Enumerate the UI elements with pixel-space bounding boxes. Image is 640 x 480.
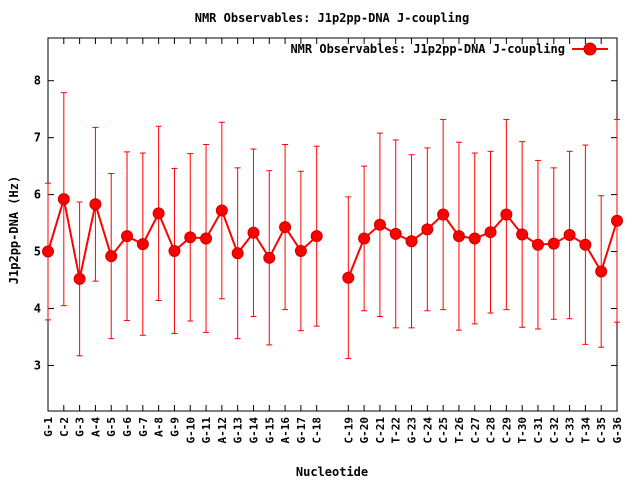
x-tick-label: G-13 [232, 417, 245, 444]
x-tick-label: T-30 [516, 417, 529, 444]
x-tick-label: G-11 [200, 417, 213, 444]
data-point [595, 265, 608, 278]
x-tick-label: A-4 [89, 417, 102, 437]
x-tick-label: C-32 [548, 417, 561, 444]
plot-frame [47, 37, 618, 412]
data-point [184, 231, 197, 244]
data-point [611, 214, 623, 227]
legend-label: NMR Observables: J1p2pp-DNA J-coupling [290, 42, 565, 56]
x-tick-label: C-18 [311, 417, 324, 444]
series-line [47, 198, 318, 280]
x-tick-label: G-10 [184, 417, 197, 444]
legend: NMR Observables: J1p2pp-DNA J-coupling [290, 42, 608, 56]
x-tick-label: G-20 [358, 417, 371, 444]
y-tick-label: 8 [34, 74, 41, 88]
data-point [215, 204, 228, 217]
data-point [168, 244, 181, 257]
x-tick-label: G-36 [611, 417, 624, 444]
data-point [57, 193, 70, 206]
data-point [531, 238, 544, 251]
data-point [73, 272, 86, 285]
x-tick-label: G-17 [295, 417, 308, 444]
chart-title: NMR Observables: J1p2pp-DNA J-coupling [195, 11, 470, 25]
x-tick-label: C-2 [58, 417, 71, 437]
data-point [263, 251, 276, 264]
y-tick-label: 6 [34, 188, 41, 202]
data-point [105, 250, 118, 263]
x-tick-label: C-25 [437, 417, 450, 444]
data-point [484, 226, 497, 239]
x-tick-label: G-1 [42, 417, 55, 437]
data-point [200, 232, 213, 245]
data-point [452, 230, 465, 243]
data-point [294, 244, 307, 257]
data-point [42, 245, 54, 258]
x-tick-label: A-8 [153, 417, 166, 437]
data-point [468, 232, 481, 245]
data-point [152, 207, 165, 220]
data-point [247, 226, 260, 239]
y-axis-label: J1p2pp-DNA (Hz) [7, 176, 21, 284]
data-point [358, 232, 371, 245]
x-tick-label: G-7 [137, 417, 150, 437]
y-tick-label: 7 [34, 131, 41, 145]
x-axis-label: Nucleotide [296, 465, 368, 479]
legend-marker-swatch [583, 42, 597, 56]
x-tick-label: C-28 [485, 417, 498, 444]
data-point [579, 238, 592, 251]
x-tick-label: C-19 [342, 417, 355, 444]
x-tick-label: G-9 [168, 417, 181, 437]
y-tick-label: 5 [34, 245, 41, 259]
x-tick-label: C-31 [532, 417, 545, 444]
data-point [516, 228, 529, 241]
x-tick-label: G-6 [121, 417, 134, 437]
data-point [89, 198, 102, 211]
x-tick-label: C-27 [469, 417, 482, 444]
data-point [437, 208, 450, 221]
data-point [136, 238, 149, 251]
data-point [310, 230, 323, 243]
data-point [231, 247, 244, 260]
data-point [373, 218, 386, 231]
series-line [347, 212, 618, 279]
x-tick-label: C-35 [595, 417, 608, 444]
data-point [405, 235, 418, 248]
x-tick-label: A-16 [279, 417, 292, 444]
data-point [342, 271, 355, 284]
data-point [121, 230, 134, 243]
data-point [547, 237, 560, 250]
x-tick-label: C-24 [421, 417, 434, 444]
x-tick-label: G-14 [247, 417, 260, 444]
data-point [389, 227, 402, 240]
x-tick-label: C-33 [564, 417, 577, 444]
data-point [563, 229, 576, 242]
y-tick-label: 3 [34, 358, 41, 372]
x-tick-label: G-5 [105, 417, 118, 437]
x-tick-label: G-23 [406, 417, 419, 444]
x-tick-label: T-26 [453, 417, 466, 444]
x-tick-label: A-12 [216, 417, 229, 444]
x-tick-label: G-3 [74, 417, 87, 437]
x-tick-label: C-29 [500, 417, 513, 444]
x-tick-label: T-22 [390, 417, 403, 444]
x-tick-label: T-34 [579, 417, 592, 444]
data-point [279, 221, 292, 234]
data-point [421, 223, 434, 236]
x-tick-label: C-21 [374, 417, 387, 444]
y-tick-label: 4 [34, 301, 41, 315]
data-point [500, 208, 513, 221]
x-tick-label: G-15 [263, 417, 276, 444]
